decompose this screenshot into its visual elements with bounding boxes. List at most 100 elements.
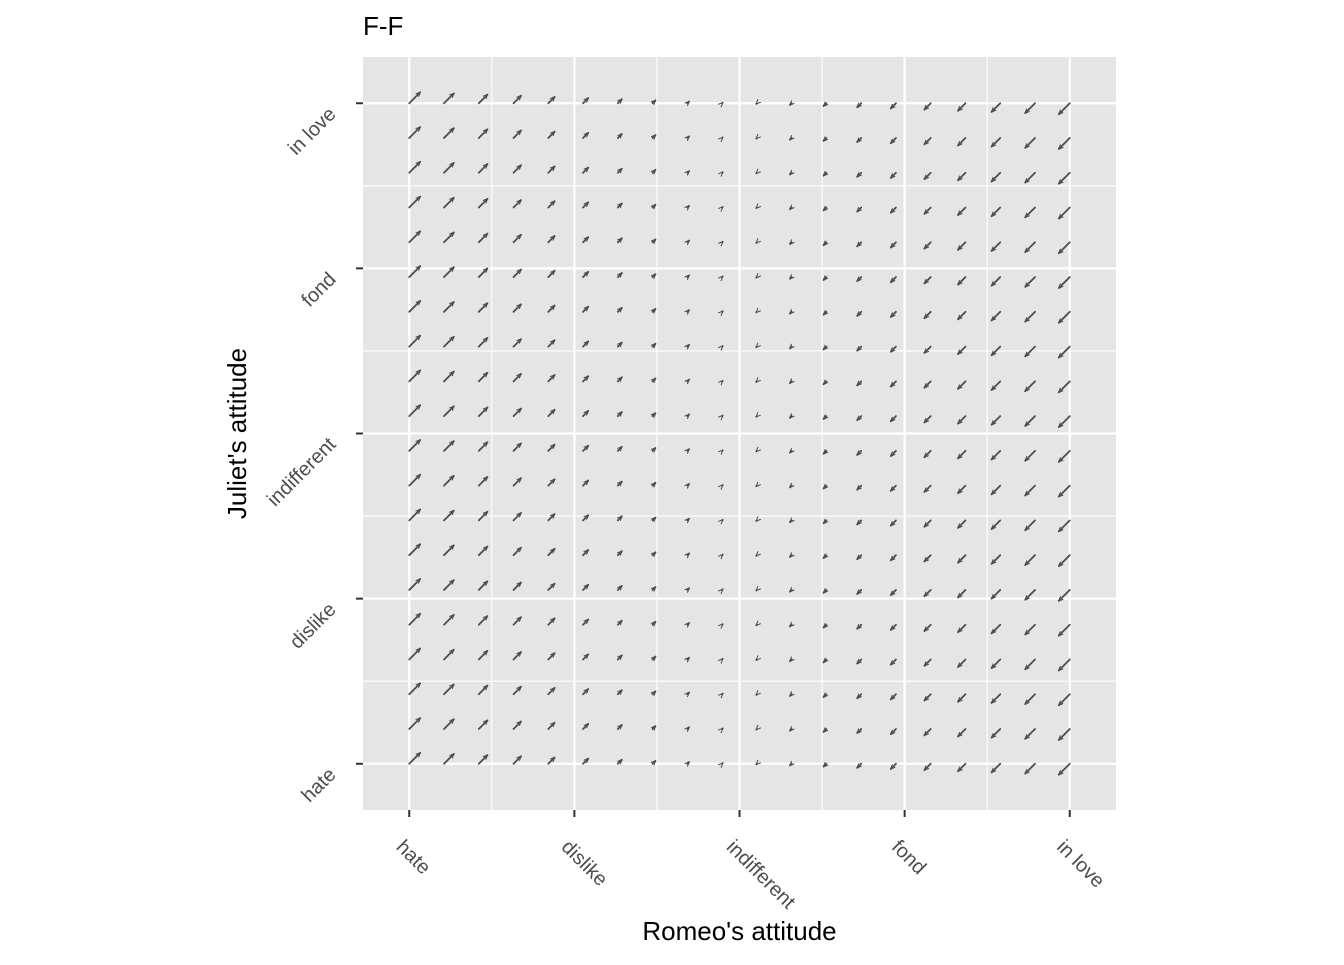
- vector-arrow: [1059, 554, 1071, 566]
- vector-arrow: [443, 163, 454, 174]
- vector-arrow: [687, 553, 689, 555]
- vector-arrow: [582, 376, 588, 383]
- vector-arrow: [408, 718, 420, 730]
- vector-arrow: [992, 762, 1002, 773]
- vector-arrow: [891, 693, 897, 699]
- vector-arrow: [790, 173, 792, 175]
- vector-arrow: [891, 554, 897, 560]
- vector-arrow: [992, 589, 1002, 599]
- vector-arrow: [547, 236, 554, 244]
- vector-arrow: [408, 648, 420, 661]
- vector-arrow: [653, 205, 656, 208]
- vector-arrow: [547, 584, 554, 591]
- vector-arrow: [790, 764, 792, 766]
- vector-arrow: [512, 478, 522, 487]
- vector-arrow: [477, 199, 488, 209]
- vector-arrow: [1025, 241, 1036, 252]
- vector-arrow: [756, 208, 757, 209]
- vector-arrow: [857, 415, 863, 420]
- vector-arrow: [653, 691, 656, 694]
- vector-arrow: [687, 519, 689, 521]
- vector-arrow: [924, 728, 932, 735]
- vector-arrow: [857, 310, 863, 316]
- vector-arrow: [756, 312, 757, 313]
- vector-arrow: [653, 552, 656, 555]
- vector-arrow: [616, 308, 622, 313]
- vector-arrow: [891, 345, 897, 352]
- vector-arrow: [857, 762, 863, 768]
- vector-arrow: [891, 728, 897, 734]
- vector-arrow: [790, 347, 792, 349]
- vector-arrow: [443, 406, 454, 418]
- vector-arrow: [443, 580, 454, 591]
- vector-arrow: [824, 764, 827, 767]
- vector-arrow: [653, 378, 656, 381]
- vector-arrow: [958, 658, 967, 667]
- vector-arrow: [891, 102, 897, 108]
- vector-arrow: [790, 520, 792, 522]
- y-tick-label: indifferent: [263, 433, 341, 511]
- vector-arrow: [1059, 484, 1071, 497]
- vector-arrow: [582, 480, 588, 487]
- vector-arrow: [1059, 449, 1071, 462]
- vector-arrow: [547, 340, 554, 348]
- vector-arrow: [653, 100, 656, 103]
- vector-arrow: [582, 654, 588, 661]
- vector-arrow: [408, 162, 420, 174]
- vector-arrow: [857, 693, 863, 698]
- vector-arrow: [1025, 554, 1036, 565]
- major-gridlines: [363, 57, 1116, 810]
- vector-arrow: [512, 513, 522, 522]
- vector-arrow: [924, 554, 932, 561]
- vector-arrow: [958, 623, 967, 633]
- vector-arrow: [958, 728, 967, 737]
- vector-arrow: [824, 451, 827, 454]
- vector-arrow: [891, 623, 897, 630]
- vector-arrow: [653, 587, 656, 590]
- vector-arrow: [857, 589, 863, 594]
- vector-arrow: [756, 486, 757, 487]
- vector-arrow: [756, 242, 757, 243]
- vector-arrow: [924, 206, 932, 214]
- vector-arrow: [924, 658, 932, 665]
- vector-arrow: [512, 409, 522, 418]
- vector-arrow: [1025, 310, 1036, 322]
- vector-arrow: [653, 657, 656, 660]
- vector-arrow: [616, 655, 622, 661]
- vector-arrow: [582, 341, 588, 348]
- vector-arrow: [408, 231, 420, 244]
- vector-arrow: [547, 375, 554, 383]
- vector-arrow: [992, 658, 1002, 668]
- vector-arrow: [477, 164, 488, 174]
- vector-arrow: [1025, 658, 1036, 669]
- vector-arrow: [790, 242, 792, 244]
- vector-arrow: [687, 693, 689, 695]
- vector-arrow: [443, 476, 454, 487]
- vector-arrow: [924, 484, 932, 492]
- vector-arrow: [477, 616, 488, 626]
- vector-arrow: [824, 138, 827, 141]
- vector-arrow: [408, 440, 420, 452]
- vector-arrow: [824, 103, 827, 106]
- vector-arrow: [547, 757, 554, 765]
- vector-arrow: [582, 98, 588, 105]
- vector-arrow: [722, 311, 723, 312]
- vector-arrow: [891, 415, 897, 421]
- vector-arrow: [891, 484, 897, 491]
- vector-arrow: [722, 763, 723, 764]
- vector-arrow: [687, 484, 689, 486]
- vector-arrow: [477, 338, 488, 348]
- vector-arrow: [891, 380, 897, 386]
- vector-arrow: [924, 519, 932, 526]
- vector-arrow: [722, 103, 723, 104]
- vector-arrow: [582, 411, 588, 418]
- vector-arrow: [616, 412, 622, 418]
- vector-arrow: [790, 381, 792, 383]
- vector-arrow: [992, 310, 1002, 321]
- vector-arrow: [722, 555, 723, 556]
- vector-arrow: [992, 623, 1002, 634]
- vector-arrow: [1059, 693, 1071, 705]
- vector-arrow: [756, 555, 757, 556]
- vector-arrow: [924, 762, 932, 770]
